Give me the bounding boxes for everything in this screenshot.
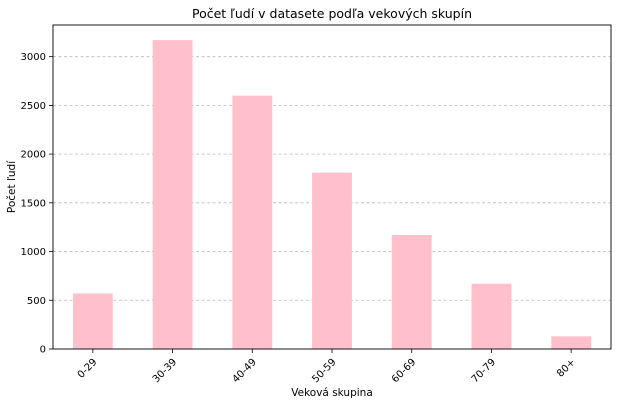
chart-title: Počet ľudí v datasete podľa vekových sku… [192, 6, 472, 21]
bar-50-59 [312, 172, 352, 349]
y-tick-label: 1000 [21, 247, 46, 258]
y-tick-label: 1500 [21, 198, 46, 209]
y-axis-ticks: 0 500 1000 1500 2000 2500 3000 [21, 52, 53, 356]
gridlines [53, 56, 611, 301]
bars [72, 40, 592, 350]
bar-30-39 [152, 40, 193, 349]
y-tick-label: 3000 [21, 52, 46, 63]
y-tick-label: 500 [27, 296, 46, 307]
x-axis-ticks: 0-29 30-39 40-49 50-59 60-69 70-79 80+ [76, 349, 578, 385]
x-tick-label: 80+ [555, 357, 578, 380]
x-tick-label: 0-29 [76, 357, 100, 381]
x-tick-label: 50-59 [310, 357, 338, 385]
bar-80+ [551, 336, 592, 349]
x-tick-label: 70-79 [470, 357, 498, 385]
x-tick-label: 30-39 [151, 357, 179, 385]
bar-60-69 [391, 234, 432, 349]
bar-40-49 [232, 95, 273, 350]
x-axis-label: Veková skupina [291, 387, 373, 399]
y-axis-label: Počet ľudí [6, 160, 18, 213]
x-tick-label: 60-69 [390, 357, 418, 385]
y-tick-label: 2500 [21, 101, 46, 112]
y-tick-label: 2000 [21, 150, 46, 161]
x-tick-label: 40-49 [231, 357, 259, 385]
bar-70-79 [471, 283, 512, 349]
bar-0-29 [72, 293, 113, 349]
y-tick-label: 0 [40, 345, 46, 356]
